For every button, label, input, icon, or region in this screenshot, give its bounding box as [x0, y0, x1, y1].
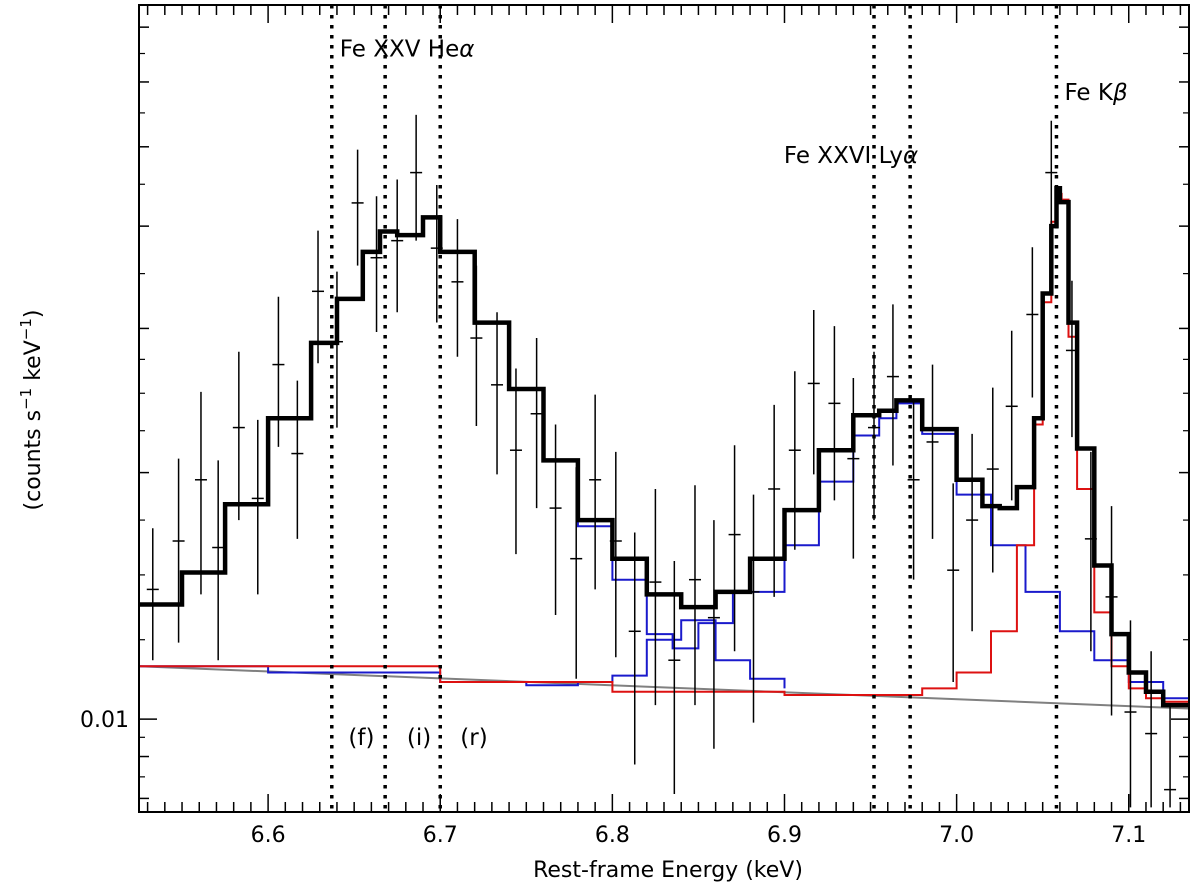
y-axis-label-close: ) — [21, 310, 46, 319]
x-tick-label: 6.7 — [423, 823, 458, 848]
line-annotation: Fe XXV Heα — [340, 36, 475, 62]
annotations-layer: Fe XXV Heα Fe XXVI Lyα Fe Kβ (f) (i) (r) — [340, 36, 1128, 751]
y-axis-label-open: ( — [21, 502, 46, 511]
line-annotation: Fe XXVI Lyα — [784, 143, 918, 169]
line-markers-layer — [330, 5, 1059, 812]
x-tick-label: 7.0 — [939, 823, 974, 848]
total-model-layer — [139, 185, 1189, 708]
y-axis-label: (counts s−1 keV−1) — [17, 310, 46, 511]
y-axis-label-counts: counts s — [21, 410, 46, 502]
total-model-line — [139, 185, 1189, 708]
axes-layer: 6.6 6.7 6.8 6.9 7.0 7.1 0.01 — [80, 4, 1190, 848]
y-axis-label-exp1: −1 — [17, 388, 35, 410]
x-tick-label: 6.8 — [595, 823, 630, 848]
x-tick-label: 6.9 — [767, 823, 802, 848]
x-axis-label: Rest-frame Energy (keV) — [533, 858, 803, 883]
y-axis-label-exp2: −1 — [17, 318, 35, 340]
y-tick-label: 0.01 — [80, 708, 129, 733]
line-annotation: (i) — [407, 725, 431, 751]
x-tick-label: 6.6 — [251, 823, 286, 848]
line-annotation: (f) — [348, 725, 374, 751]
line-annotation: Fe Kβ — [1064, 80, 1127, 106]
line-annotation: (r) — [460, 725, 487, 751]
y-axis-label-kev: keV — [21, 340, 46, 388]
x-tick-label: 7.1 — [1111, 823, 1146, 848]
